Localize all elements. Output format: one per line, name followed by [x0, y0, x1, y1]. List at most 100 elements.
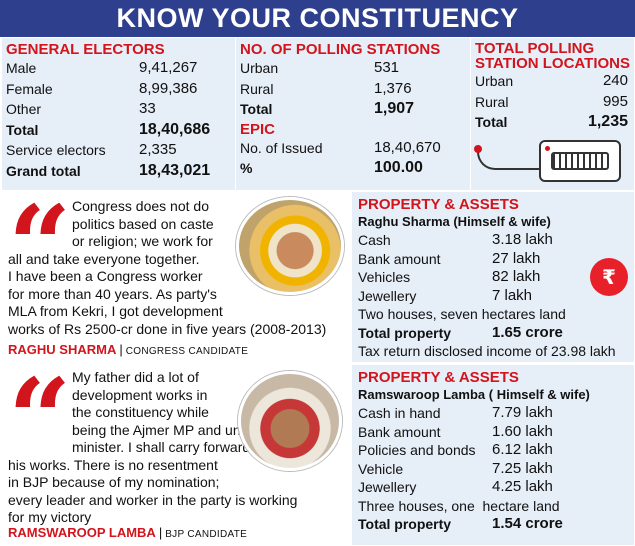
- stat-value: 18,40,670: [374, 138, 441, 156]
- asset-label: Total property: [358, 516, 452, 532]
- asset-row: Policies and bonds 6.12 lakh: [358, 441, 629, 460]
- property-subheading: Raghu Sharma (Himself & wife): [358, 214, 551, 229]
- asset-row: Vehicles 82 lakh: [358, 268, 629, 287]
- quote-line: all and take everyone together.: [8, 250, 200, 267]
- candidate-photo: [238, 371, 342, 471]
- quote-panel-raghu-sharma: “ Congress does not do politics based on…: [2, 181, 348, 362]
- quote-line: development works in: [72, 386, 208, 403]
- asset-value: 1.60 lakh: [492, 422, 553, 440]
- stat-label: Total: [6, 121, 39, 138]
- stat-row: Urban 531: [240, 58, 466, 79]
- stat-value: 100.00: [374, 159, 423, 176]
- total-property-row: Total property 1.65 crore: [358, 324, 629, 343]
- stat-value: 995: [602, 92, 628, 110]
- stat-label: Male: [6, 60, 37, 76]
- stat-value: 240: [602, 72, 628, 89]
- stat-value: 33: [139, 100, 156, 117]
- quote-mark-icon: “: [8, 181, 72, 310]
- total-property-row: Total property 1.54 crore: [358, 515, 629, 534]
- stat-value: 531: [374, 59, 400, 76]
- stat-label: No. of Issued: [240, 139, 323, 156]
- stat-row: Total 1,235: [475, 112, 631, 133]
- property-panel-ramswaroop-lamba: PROPERTY & ASSETS Ramswaroop Lamba ( Him…: [352, 365, 634, 545]
- stat-value: 18,40,686: [139, 120, 211, 138]
- asset-label: Jewellery: [358, 287, 417, 304]
- stat-value: 1,235: [587, 113, 628, 130]
- page-title: KNOW YOUR CONSTITUENCY: [0, 0, 635, 37]
- asset-value: 4.25 lakh: [492, 478, 553, 495]
- asset-label: Bank amount: [358, 423, 441, 440]
- asset-label: Policies and bonds: [358, 442, 476, 458]
- quote-text-indented: Congress does not do politics based on c…: [72, 198, 214, 251]
- quote-line: works of Rs 2500-cr done in five years (…: [8, 320, 327, 337]
- polling-stations-panel: NO. OF POLLING STATIONS Urban 531 Rural 1,…: [236, 38, 470, 190]
- general-electors-panel: GENERAL ELECTORS Male 9,41,267 Female 8,99…: [2, 38, 235, 190]
- asset-row: Bank amount 1.60 lakh: [358, 423, 629, 442]
- cash-icon: ₹: [590, 258, 628, 296]
- asset-value: 7.79 lakh: [492, 404, 553, 421]
- asset-label: Jewellery: [358, 479, 417, 495]
- asset-value: 82 lakh: [492, 268, 541, 285]
- stat-row: Other 33: [6, 99, 231, 120]
- quote-line: for more than 40 years. As party's: [8, 285, 217, 302]
- quote-mark-icon: “: [8, 354, 72, 483]
- asset-row: Cash 3.18 lakh: [358, 231, 629, 250]
- polling-stations-heading: NO. OF POLLING STATIONS: [240, 41, 441, 58]
- property-heading: PROPERTY & ASSETS: [358, 196, 519, 213]
- asset-label: Bank amount: [358, 250, 441, 267]
- asset-label: Vehicle: [358, 460, 404, 477]
- heading-line: STATION LOCATIONS: [475, 55, 630, 72]
- asset-label: Total property: [358, 324, 452, 341]
- stat-value: 1,376: [374, 79, 412, 97]
- quote-line: being the Ajmer MP and union: [72, 421, 260, 438]
- quote-line: minister. I shall carry forward: [72, 439, 251, 455]
- quote-panel-ramswaroop-lamba: “ My father did a lot of development wor…: [2, 354, 348, 545]
- asset-label: Cash in hand: [358, 405, 441, 421]
- asset-row: Jewellery 7 lakh: [358, 287, 629, 306]
- asset-value: 27 lakh: [492, 249, 541, 267]
- quote-line: every leader and worker in the party is …: [8, 491, 298, 508]
- stat-label: Total: [475, 114, 508, 130]
- stat-row: Urban 240: [475, 71, 631, 92]
- stat-row: Rural 1,376: [240, 79, 466, 100]
- property-subheading: Ramswaroop Lamba ( Himself & wife): [358, 387, 590, 402]
- quote-line: I have been a Congress worker: [8, 268, 203, 284]
- led-icon: [545, 146, 550, 151]
- stat-label: Rural: [240, 80, 274, 97]
- quote-line: politics based on caste: [72, 215, 214, 232]
- stat-label: Rural: [475, 93, 509, 110]
- land-holdings: Two houses, seven hectares land: [358, 306, 566, 322]
- stat-label: Urban: [475, 73, 514, 89]
- asset-row: Bank amount 27 lakh: [358, 250, 629, 269]
- stat-label: Total: [240, 101, 273, 117]
- polling-locations-heading: TOTAL POLLING STATION LOCATIONS: [475, 41, 631, 71]
- stat-row: % 100.00: [240, 158, 466, 179]
- land-holdings: Three houses, one hectare land: [358, 497, 560, 514]
- asset-value: 6.12 lakh: [492, 441, 553, 458]
- tax-note: Tax return disclosed income of 23.98 lak…: [358, 343, 616, 359]
- button-grill-icon: [551, 152, 609, 170]
- heading-line: TOTAL POLLING: [475, 40, 595, 57]
- stat-label: Service electors: [6, 142, 106, 158]
- candidate-role: CONGRESS CANDIDATE: [125, 346, 249, 357]
- candidate-name: RAMSWAROOP LAMBA: [8, 525, 156, 540]
- stat-row: Female 8,99,386: [6, 79, 231, 100]
- quote-line: MLA from Kekri, I got development: [8, 303, 223, 319]
- asset-value: 7.25 lakh: [492, 459, 553, 477]
- quote-line: the constituency while: [72, 404, 209, 420]
- property-panel-raghu-sharma: PROPERTY & ASSETS Raghu Sharma (Himself …: [352, 192, 634, 362]
- stat-row: Grand total 18,43,021: [6, 161, 231, 182]
- stat-label: Grand total: [6, 162, 81, 179]
- stat-label: %: [240, 160, 253, 176]
- stat-row: Total 18,40,686: [6, 120, 231, 141]
- stat-label: Female: [6, 80, 53, 97]
- stat-value: 1,907: [374, 100, 415, 117]
- voting-machine-icon: [539, 140, 621, 182]
- quote-line: for my victory: [8, 509, 92, 525]
- quote-line: his works. There is no resentment: [8, 456, 218, 473]
- stat-row: Rural 995: [475, 92, 631, 113]
- quote-line: or religion; we work for: [72, 233, 213, 249]
- quote-text: all and take everyone together. I have b…: [8, 251, 326, 339]
- polling-locations-panel: TOTAL POLLING STATION LOCATIONS Urban 240…: [471, 38, 634, 190]
- asset-row: Cash in hand 7.79 lakh: [358, 404, 629, 423]
